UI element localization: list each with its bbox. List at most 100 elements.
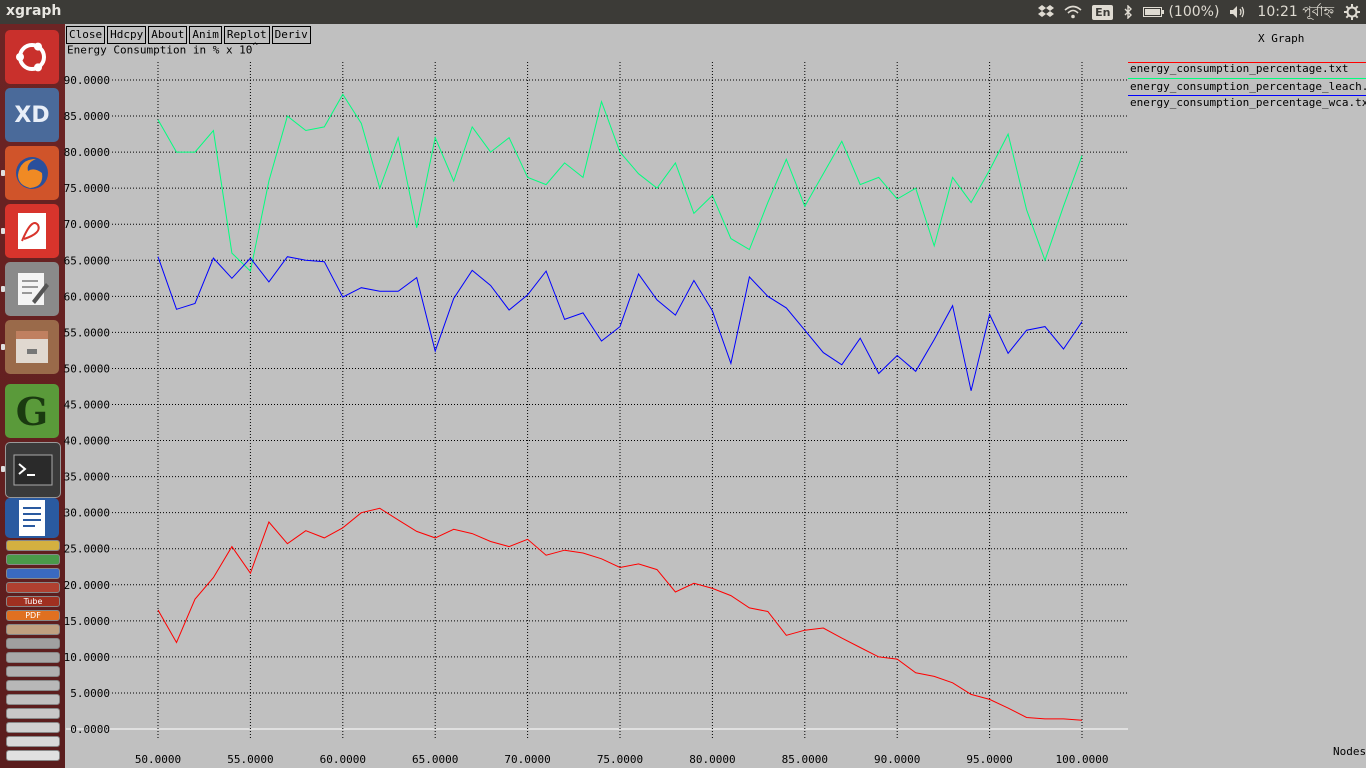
x-tick-label: 85.0000 [782,753,828,766]
x-tick-label: 65.0000 [412,753,458,766]
series-line-0 [157,507,1083,721]
pencil-notepad-icon [18,273,49,305]
stacked-app[interactable] [6,540,60,551]
x-axis-ticks: 50.0000 55.0000 60.0000 65.0000 70.0000 75.00… [135,753,1109,766]
stacked-app[interactable] [6,554,60,565]
running-indicator [1,228,5,234]
stacked-app[interactable] [6,666,60,677]
y-tick-label: 50.0000 [64,362,110,375]
stacked-app-pdf[interactable]: PDF [6,610,60,621]
launcher: XD G Tube PDF [0,24,65,768]
stacked-app[interactable] [6,582,60,593]
y-tick-label: 90.0000 [64,74,110,87]
x-tick-label: 75.0000 [597,753,643,766]
stacked-app[interactable] [6,624,60,635]
firefox-icon [16,157,48,189]
y-tick-label: 10.0000 [64,651,110,664]
clock[interactable]: 10:21 পূর্বাহ্ন [1257,4,1334,20]
stacked-app[interactable] [6,638,60,649]
text-editor-button[interactable] [5,262,59,316]
y-axis-label-suffix: ^ [252,41,258,52]
grid [66,62,1128,740]
legend-entry-series-0: energy_consumption_percentage.txt [1130,62,1349,75]
y-tick-label: 20.0000 [64,579,110,592]
y-tick-label: 25.0000 [64,543,110,556]
x-tick-label: 55.0000 [227,753,273,766]
close-button[interactable]: Close [66,26,106,44]
graph-window-label: X Graph [1258,32,1305,45]
hardcopy-button[interactable]: Hdcpy [107,26,147,44]
bluetooth-icon[interactable] [1123,5,1133,19]
y-tick-label: 65.0000 [64,254,110,267]
document-icon [18,213,46,249]
y-tick-label: 0.0000 [70,723,110,736]
stacked-app[interactable] [6,694,60,705]
y-tick-label: 80.0000 [64,146,110,159]
writer-document-icon [19,500,45,536]
x-axis-title: Nodes [1333,745,1366,758]
libreoffice-writer-button[interactable] [5,498,59,538]
x-tick-label: 70.0000 [504,753,550,766]
stacked-app[interactable] [6,750,60,761]
volume-icon[interactable] [1229,5,1247,19]
battery-icon [1143,7,1165,17]
y-tick-label: 60.0000 [64,290,110,303]
top-panel: xgraph En (100%) 10:21 পূর্বাহ্ন [0,0,1366,24]
legend-entry-series-1: energy_consumption_percentage_leach.txt [1130,80,1366,93]
animate-button[interactable]: Anim [189,26,222,44]
stacked-app[interactable] [6,680,60,691]
gear-icon[interactable] [1344,4,1360,20]
running-indicator [1,170,5,176]
stacked-app[interactable] [6,736,60,747]
derivative-button[interactable]: Deriv [271,26,311,44]
y-tick-label: 40.0000 [64,435,110,448]
stacked-app[interactable] [6,568,60,579]
about-button[interactable]: About [148,26,188,44]
running-indicator [1,344,5,350]
ubuntu-dash-button[interactable] [5,30,59,84]
battery-percent: (100%) [1168,4,1220,20]
keyboard-layout-indicator[interactable]: En [1092,4,1114,20]
y-tick-label: 55.0000 [64,326,110,339]
stacked-app[interactable] [6,708,60,719]
xd-app-button[interactable]: XD [5,88,59,142]
file-manager-button[interactable] [5,320,59,374]
y-axis-label: Energy Consumption in % x 10 [67,43,253,57]
x-tick-label: 50.0000 [135,753,181,766]
system-tray: En (100%) 10:21 পূর্বাহ্ন [1028,0,1366,24]
dropbox-icon[interactable] [1038,5,1055,19]
y-tick-label: 75.0000 [64,182,110,195]
stacked-app[interactable] [6,652,60,663]
y-tick-label: 35.0000 [64,471,110,484]
y-tick-label: 30.0000 [64,507,110,520]
x-tick-label: 60.0000 [320,753,366,766]
firefox-button[interactable] [5,146,59,200]
stacked-app[interactable] [6,722,60,733]
y-axis-ticks: 0.0000 5.0000 10.0000 15.0000 20.0000 25.0000… [64,74,110,736]
drawer-icon [16,331,48,363]
terminal-icon [13,454,53,486]
xd-icon: XD [14,102,50,128]
y-tick-label: 5.0000 [70,687,110,700]
pdf-viewer-button[interactable] [5,204,59,258]
ubuntu-logo-icon [16,42,46,72]
terminal-button[interactable] [5,442,61,498]
series-group [157,93,1083,721]
window-title: xgraph [6,3,62,19]
y-axis-title: Energy Consumption in % x 10^ [67,41,258,57]
wifi-icon[interactable] [1064,5,1082,19]
series-line-2 [157,256,1083,391]
y-tick-label: 45.0000 [64,399,110,412]
stacked-app-tube[interactable]: Tube [6,596,60,607]
y-tick-label: 85.0000 [64,110,110,123]
gedit-g-button[interactable]: G [5,384,59,438]
battery-indicator[interactable]: (100%) [1143,4,1219,20]
running-indicator [1,286,5,292]
x-tick-label: 80.0000 [689,753,735,766]
xgraph-toolbar: Close Hdcpy About Anim Replot Deriv [66,26,313,44]
replot-button[interactable]: Replot [223,26,270,44]
legend-entry-series-2: energy_consumption_percentage_wca.txt [1130,96,1366,109]
x-tick-label: 90.0000 [874,753,920,766]
legend-line-series-2 [1128,95,1366,96]
